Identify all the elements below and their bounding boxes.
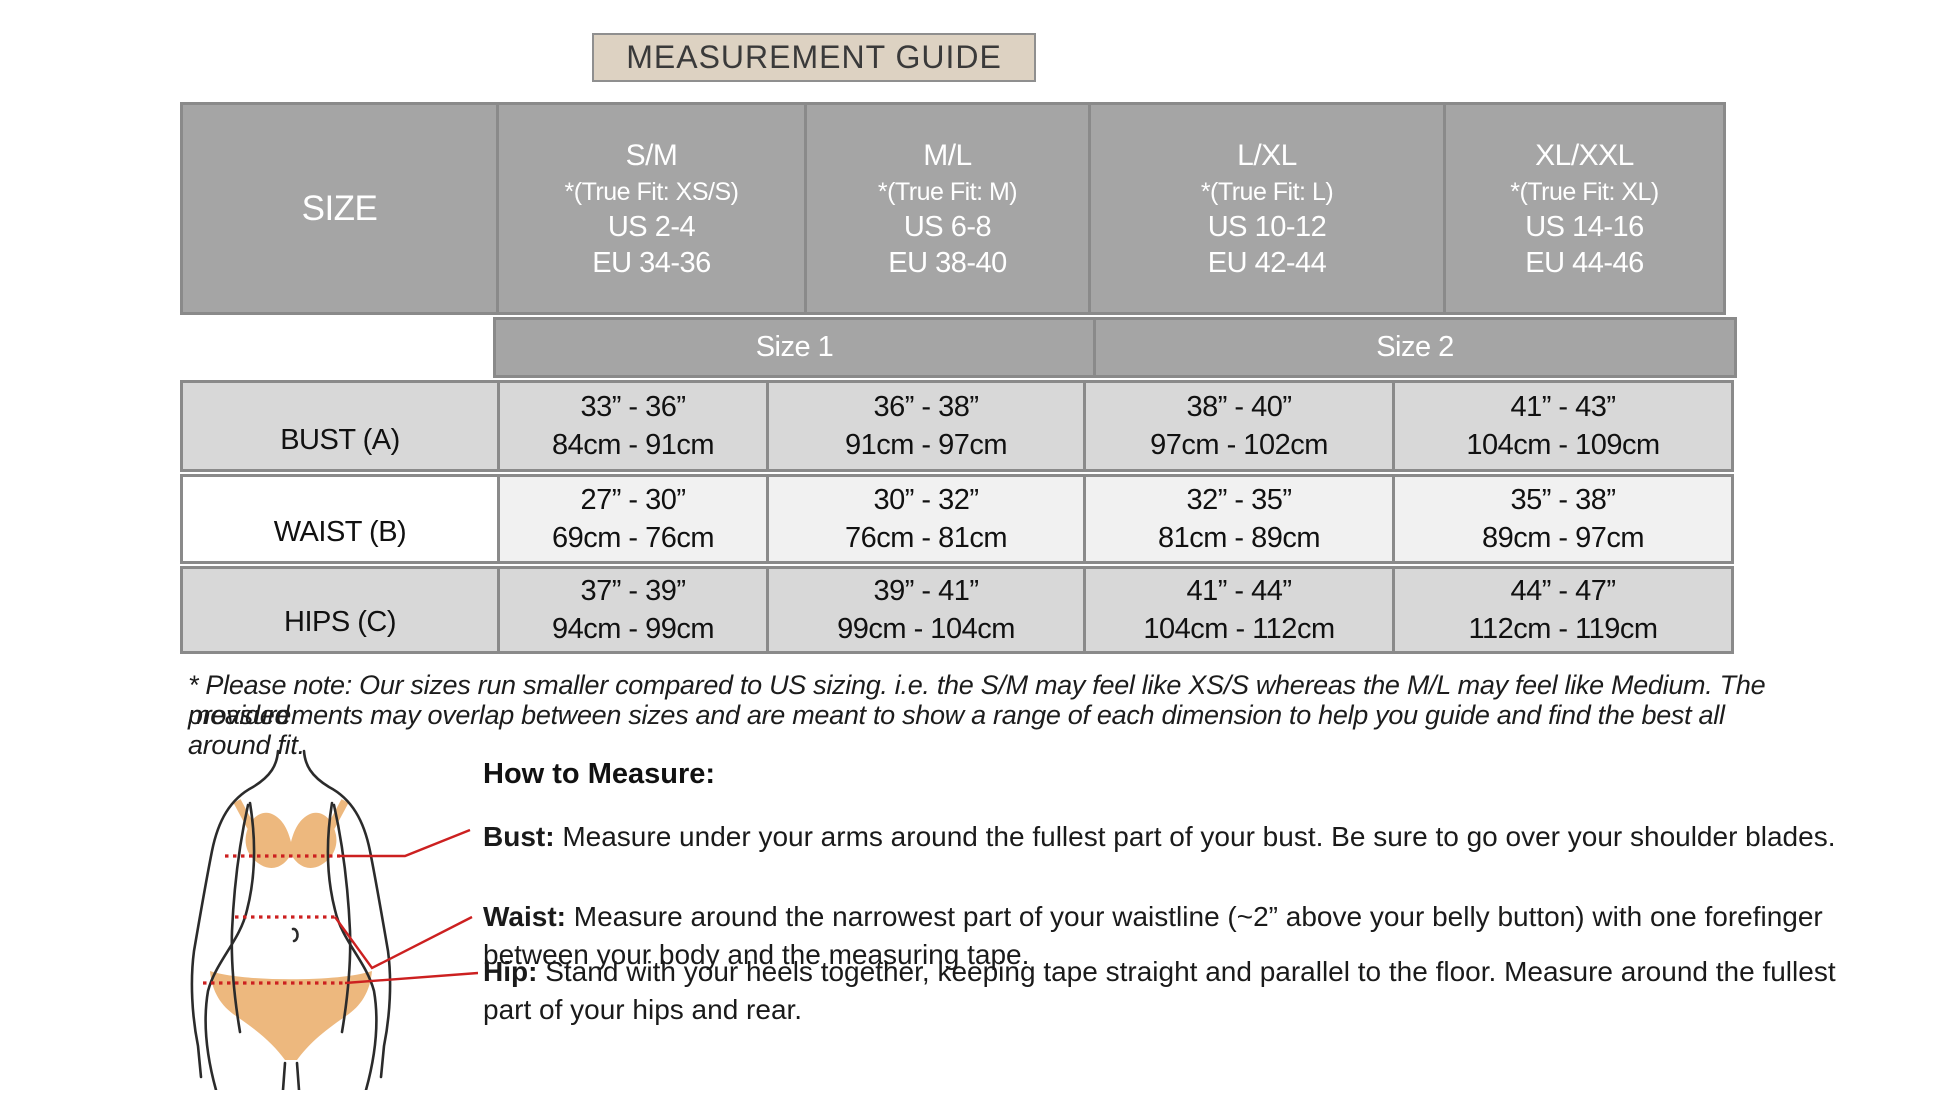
header-col-lxl: L/XL *(True Fit: L) US 10-12 EU 42-44 [1091, 105, 1443, 312]
bra [245, 812, 337, 868]
bust-instruction-text: Measure under your arms around the fulle… [562, 821, 1836, 852]
true-fit: *(True Fit: XS/S) [564, 177, 739, 206]
hips-sm: 37” - 39” 94cm - 99cm [500, 569, 766, 651]
waist-lxl: 32” - 35” 81cm - 89cm [1086, 477, 1392, 561]
body-outline [190, 749, 392, 1090]
us-size: US 6-8 [903, 210, 992, 243]
cm-value: 69cm - 76cm [551, 522, 715, 554]
cm-value: 99cm - 104cm [837, 613, 1015, 645]
bust-row: BUST (A) 33” - 36” 84cm - 91cm 36” - 38”… [180, 380, 1734, 472]
cm-value: 81cm - 89cm [1157, 522, 1321, 554]
eu-size: EU 34-36 [592, 246, 711, 279]
inches-value: 35” - 38” [1510, 484, 1616, 516]
header-col-sm: S/M *(True Fit: XS/S) US 2-4 EU 34-36 [499, 105, 804, 312]
cm-value: 97cm - 102cm [1150, 429, 1328, 461]
size-name: L/XL [1237, 138, 1297, 172]
bust-sm: 33” - 36” 84cm - 91cm [500, 383, 766, 469]
size-table-header-row: SIZE S/M *(True Fit: XS/S) US 2-4 EU 34-… [180, 102, 1726, 315]
hips-lxl: 41” - 44” 104cm - 112cm [1086, 569, 1392, 651]
bust-xlxxl: 41” - 43” 104cm - 109cm [1395, 383, 1731, 469]
us-size: US 10-12 [1207, 210, 1327, 243]
cm-value: 84cm - 91cm [551, 429, 715, 461]
inches-value: 33” - 36” [580, 391, 686, 423]
inches-value: 27” - 30” [580, 484, 686, 516]
measure-lines [203, 828, 478, 985]
hips-xlxxl: 44” - 47” 112cm - 119cm [1395, 569, 1731, 651]
bra-straps [233, 799, 349, 829]
eu-size: EU 42-44 [1207, 246, 1327, 279]
inches-value: 39” - 41” [873, 575, 979, 607]
cm-value: 94cm - 99cm [551, 613, 715, 645]
eu-size: EU 44-46 [1525, 246, 1644, 279]
hip-instruction-text2: part of your hips and rear. [483, 994, 803, 1025]
inches-value: 36” - 38” [873, 391, 979, 423]
inches-value: 41” - 43” [1510, 391, 1616, 423]
us-size: US 14-16 [1525, 210, 1644, 243]
eu-size: EU 38-40 [888, 246, 1007, 279]
inches-value: 38” - 40” [1186, 391, 1292, 423]
hip-leader-line [344, 971, 478, 985]
inches-value: 44” - 47” [1510, 575, 1616, 607]
inches-value: 32” - 35” [1186, 484, 1292, 516]
waist-instruction-label: Waist: [483, 901, 566, 932]
true-fit: *(True Fit: L) [1200, 177, 1334, 206]
size-note-line1: * Please note: Our sizes run smaller com… [188, 670, 1766, 730]
hip-instruction: Hip: Stand with your heels together, kee… [483, 953, 1883, 1029]
panties [210, 971, 372, 1060]
size-group-row: Size 1 Size 2 [493, 317, 1737, 378]
size-name: M/L [923, 138, 972, 172]
size-note-line2: measurements may overlap between sizes a… [188, 700, 1725, 760]
us-size: US 2-4 [607, 210, 696, 243]
hips-label: HIPS (C) [183, 569, 497, 651]
inches-value: 37” - 39” [580, 575, 686, 607]
cm-value: 76cm - 81cm [844, 522, 1008, 554]
bust-lxl: 38” - 40” 97cm - 102cm [1086, 383, 1392, 469]
size-name: S/M [625, 138, 678, 172]
hips-row: HIPS (C) 37” - 39” 94cm - 99cm 39” - 41”… [180, 566, 1734, 654]
page-title: MEASUREMENT GUIDE [592, 33, 1036, 82]
bust-ml: 36” - 38” 91cm - 97cm [769, 383, 1083, 469]
waist-sm: 27” - 30” 69cm - 76cm [500, 477, 766, 561]
waist-instruction-text2: between your body and the measuring tape… [483, 939, 1030, 970]
waist-ml: 30” - 32” 76cm - 81cm [769, 477, 1083, 561]
cm-value: 91cm - 97cm [844, 429, 1008, 461]
bust-leader-line [340, 828, 471, 858]
size-corner-cell: SIZE [183, 105, 496, 312]
cm-value: 89cm - 97cm [1481, 522, 1645, 554]
header-col-xlxxl: XL/XXL *(True Fit: XL) US 14-16 EU 44-46 [1446, 105, 1723, 312]
waist-xlxxl: 35” - 38” 89cm - 97cm [1395, 477, 1731, 561]
size-name: XL/XXL [1535, 138, 1634, 172]
true-fit: *(True Fit: XL) [1510, 177, 1659, 206]
true-fit: *(True Fit: M) [877, 177, 1018, 206]
hip-instruction-label: Hip: [483, 956, 538, 987]
size2-cell: Size 2 [1096, 320, 1734, 375]
hip-instruction-text: Stand with your heels together, keeping … [545, 956, 1836, 987]
header-col-ml: M/L *(True Fit: M) US 6-8 EU 38-40 [807, 105, 1088, 312]
inches-value: 30” - 32” [873, 484, 979, 516]
waist-label: WAIST (B) [183, 477, 497, 561]
bust-instruction: Bust: Measure under your arms around the… [483, 818, 1883, 856]
waist-instruction: Waist: Measure around the narrowest part… [483, 898, 1883, 974]
cm-value: 104cm - 109cm [1466, 429, 1660, 461]
hips-ml: 39” - 41” 99cm - 104cm [769, 569, 1083, 651]
bust-instruction-label: Bust: [483, 821, 555, 852]
size1-cell: Size 1 [496, 320, 1093, 375]
waist-instruction-text: Measure around the narrowest part of you… [573, 901, 1823, 932]
body-figure-illustration [190, 749, 478, 1090]
cm-value: 104cm - 112cm [1143, 613, 1335, 645]
bust-label: BUST (A) [183, 383, 497, 469]
inches-value: 41” - 44” [1186, 575, 1292, 607]
waist-leader-line [334, 915, 473, 970]
waist-row: WAIST (B) 27” - 30” 69cm - 76cm 30” - 32… [180, 474, 1734, 564]
cm-value: 112cm - 119cm [1468, 613, 1658, 645]
how-to-measure-heading: How to Measure: [483, 758, 716, 790]
